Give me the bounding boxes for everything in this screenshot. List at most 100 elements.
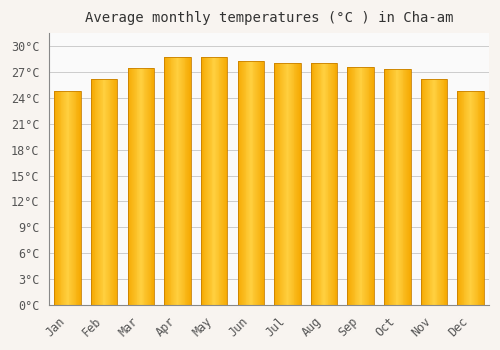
Bar (461, 91, 462, 305)
Bar (324, 63, 325, 305)
Bar (408, 69, 410, 305)
Bar (141, 68, 142, 305)
Bar (367, 67, 368, 305)
Bar (238, 61, 264, 305)
Bar (240, 61, 241, 305)
Bar (475, 91, 476, 305)
Bar (384, 69, 385, 305)
Bar (66, 91, 67, 305)
Bar (350, 67, 351, 305)
Bar (358, 67, 359, 305)
Bar (224, 57, 226, 305)
Bar (212, 57, 214, 305)
Bar (480, 91, 481, 305)
Bar (404, 69, 405, 305)
Bar (274, 63, 300, 305)
Bar (222, 57, 223, 305)
Bar (176, 56, 178, 305)
Bar (128, 68, 154, 305)
Bar (99, 79, 100, 305)
Bar (323, 63, 324, 305)
Bar (146, 68, 147, 305)
Bar (57, 91, 58, 305)
Bar (362, 67, 364, 305)
Bar (474, 91, 475, 305)
Bar (370, 67, 371, 305)
Bar (428, 79, 430, 305)
Bar (384, 69, 410, 305)
Bar (175, 56, 176, 305)
Bar (314, 63, 316, 305)
Bar (388, 69, 390, 305)
Bar (152, 68, 153, 305)
Bar (244, 61, 246, 305)
Bar (288, 63, 289, 305)
Bar (426, 79, 427, 305)
Bar (107, 79, 108, 305)
Bar (164, 56, 165, 305)
Bar (210, 57, 212, 305)
Bar (469, 91, 470, 305)
Bar (108, 79, 110, 305)
Bar (364, 67, 365, 305)
Bar (444, 79, 446, 305)
Bar (64, 91, 65, 305)
Bar (322, 63, 323, 305)
Bar (188, 56, 189, 305)
Bar (168, 56, 170, 305)
Bar (439, 79, 440, 305)
Bar (91, 79, 118, 305)
Bar (368, 67, 370, 305)
Bar (460, 91, 461, 305)
Bar (258, 61, 260, 305)
Bar (182, 56, 183, 305)
Bar (311, 63, 312, 305)
Bar (130, 68, 131, 305)
Bar (391, 69, 392, 305)
Bar (424, 79, 425, 305)
Bar (298, 63, 299, 305)
Bar (242, 61, 243, 305)
Bar (425, 79, 426, 305)
Bar (226, 57, 228, 305)
Bar (93, 79, 94, 305)
Title: Average monthly temperatures (°C ) in Cha-am: Average monthly temperatures (°C ) in Ch… (85, 11, 454, 25)
Bar (442, 79, 444, 305)
Bar (274, 63, 275, 305)
Bar (243, 61, 244, 305)
Bar (312, 63, 314, 305)
Bar (70, 91, 71, 305)
Bar (173, 56, 174, 305)
Bar (276, 63, 277, 305)
Bar (285, 63, 286, 305)
Bar (80, 91, 81, 305)
Bar (434, 79, 435, 305)
Bar (317, 63, 318, 305)
Bar (430, 79, 432, 305)
Bar (172, 56, 173, 305)
Bar (282, 63, 283, 305)
Bar (170, 56, 172, 305)
Bar (214, 57, 215, 305)
Bar (54, 91, 81, 305)
Bar (366, 67, 367, 305)
Bar (215, 57, 216, 305)
Bar (133, 68, 134, 305)
Bar (372, 67, 373, 305)
Bar (406, 69, 407, 305)
Bar (352, 67, 353, 305)
Bar (336, 63, 337, 305)
Bar (260, 61, 262, 305)
Bar (292, 63, 294, 305)
Bar (116, 79, 117, 305)
Bar (206, 57, 207, 305)
Bar (311, 63, 337, 305)
Bar (473, 91, 474, 305)
Bar (207, 57, 208, 305)
Bar (209, 57, 210, 305)
Bar (251, 61, 252, 305)
Bar (238, 61, 240, 305)
Bar (201, 57, 202, 305)
Bar (359, 67, 360, 305)
Bar (187, 56, 188, 305)
